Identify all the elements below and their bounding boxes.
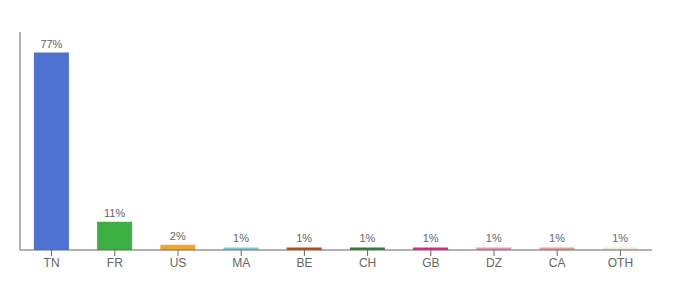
svg-text:CH: CH <box>359 256 376 270</box>
svg-text:2%: 2% <box>170 230 186 242</box>
svg-text:1%: 1% <box>296 232 312 244</box>
svg-text:1%: 1% <box>359 232 375 244</box>
svg-text:1%: 1% <box>612 232 628 244</box>
svg-text:DZ: DZ <box>486 256 502 270</box>
svg-text:FR: FR <box>107 256 123 270</box>
svg-text:77%: 77% <box>40 38 62 50</box>
svg-text:BE: BE <box>296 256 312 270</box>
svg-text:11%: 11% <box>104 207 125 219</box>
svg-text:1%: 1% <box>486 232 502 244</box>
svg-text:TN: TN <box>44 256 60 270</box>
svg-text:CA: CA <box>549 256 566 270</box>
svg-text:MA: MA <box>232 256 250 270</box>
svg-text:1%: 1% <box>549 232 565 244</box>
svg-text:GB: GB <box>422 256 439 270</box>
svg-text:US: US <box>170 256 187 270</box>
svg-text:1%: 1% <box>233 232 249 244</box>
svg-text:OTH: OTH <box>608 256 633 270</box>
svg-text:1%: 1% <box>423 232 439 244</box>
